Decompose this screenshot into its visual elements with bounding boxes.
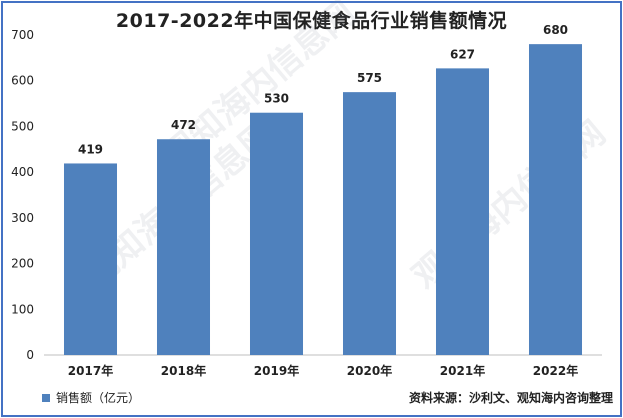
- legend-swatch: [42, 393, 50, 402]
- data-label: 419: [78, 142, 103, 156]
- y-tick-label: 300: [11, 211, 34, 225]
- legend: 销售额（亿元）: [42, 389, 140, 406]
- x-tick-label: 2022年: [533, 363, 578, 378]
- data-label: 472: [171, 118, 196, 132]
- data-label: 530: [264, 92, 289, 106]
- bar-layer: [63, 44, 583, 356]
- label-layer: 2017年 419 2018年 472 2019年 530 2020年 575 2021年 627…: [68, 23, 578, 378]
- x-tick-label: 2020年: [347, 363, 392, 378]
- data-label: 575: [357, 71, 382, 85]
- y-tick-label: 700: [11, 28, 34, 42]
- bar: [249, 112, 304, 355]
- bar: [342, 92, 397, 356]
- y-tick-label: 100: [11, 302, 34, 316]
- x-tick-label: 2021年: [440, 363, 485, 378]
- y-tick-label: 500: [11, 119, 34, 133]
- bar: [63, 163, 118, 355]
- y-tick-label: 400: [11, 165, 34, 179]
- axis-layer: 0 100 200 300 400 500 600 700: [11, 28, 602, 362]
- y-tick-label: 600: [11, 74, 34, 88]
- chart-title: 2017-2022年中国保健食品行业销售额情况: [115, 10, 508, 32]
- x-tick-label: 2019年: [254, 363, 299, 378]
- data-label: 680: [543, 23, 568, 37]
- y-tick-label: 0: [26, 348, 34, 362]
- bar: [435, 68, 490, 355]
- bar: [156, 139, 211, 355]
- data-label: 627: [450, 47, 475, 61]
- x-tick-label: 2018年: [161, 363, 206, 378]
- legend-label: 销售额（亿元）: [56, 391, 141, 405]
- bar: [528, 44, 583, 356]
- x-tick-label: 2017年: [68, 363, 113, 378]
- source-note: 资料来源：沙利文、观知海内咨询整理: [408, 391, 613, 405]
- y-tick-label: 200: [11, 257, 34, 271]
